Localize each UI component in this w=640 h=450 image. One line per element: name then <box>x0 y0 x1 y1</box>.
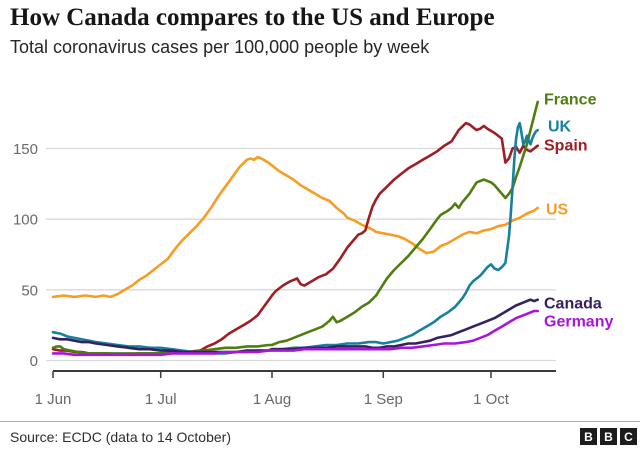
page-title: How Canada compares to the US and Europe <box>10 4 495 31</box>
bbc-logo-letter: B <box>600 428 617 445</box>
x-tick-label: 1 Sep <box>364 391 403 408</box>
series-line-uk <box>51 121 540 355</box>
series-line-spain <box>51 121 540 356</box>
x-tick-label: 1 Jun <box>35 391 72 408</box>
chart-subtitle: Total coronavirus cases per 100,000 peop… <box>10 37 430 57</box>
series-line-us <box>51 155 540 299</box>
y-tick-label-50: 50 <box>21 282 38 299</box>
series-line-france <box>51 100 540 355</box>
bbc-logo-letter: B <box>580 428 597 445</box>
x-tick-label: 1 Aug <box>253 391 291 408</box>
bbc-logo: B B C <box>580 428 637 445</box>
x-tick-label: 1 Oct <box>473 391 510 408</box>
series-line-canada <box>51 298 540 354</box>
series-label-canada: Canada <box>544 296 602 313</box>
series-line-germany <box>51 309 540 357</box>
y-tick-label-0: 0 <box>30 353 38 370</box>
series-label-us: US <box>546 202 569 219</box>
y-tick-label-150: 150 <box>13 141 38 158</box>
x-tick-label: 1 Jul <box>145 391 177 408</box>
series-label-uk: UK <box>548 119 572 136</box>
source-note: Source: ECDC (data to 14 October) <box>10 429 231 445</box>
series-label-france: France <box>544 92 597 109</box>
series-label-spain: Spain <box>544 138 588 155</box>
y-tick-label-100: 100 <box>13 212 38 229</box>
series-label-germany: Germany <box>544 314 613 331</box>
bbc-logo-letter: C <box>620 428 637 445</box>
footer-divider <box>0 421 640 422</box>
